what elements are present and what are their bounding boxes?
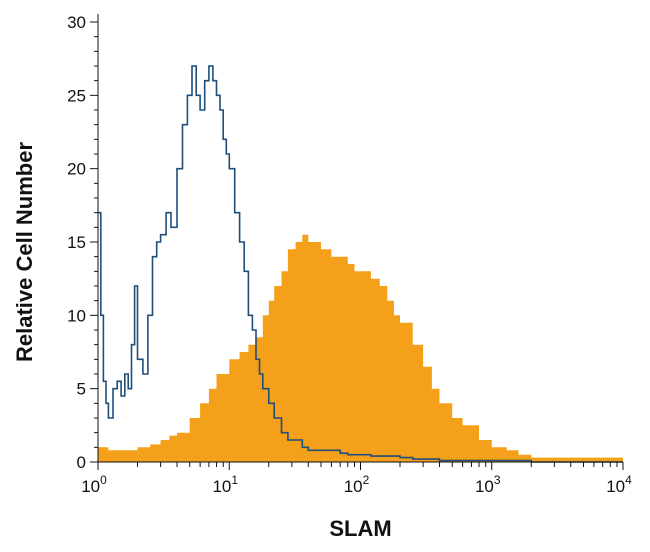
y-axis-ticks: 0 5 10 15 20 25 30 [67,13,98,472]
y-tick-label: 10 [67,306,86,325]
stained-histogram-area [98,234,623,462]
x-tick-label: 104 [606,473,632,496]
x-tick-label: 102 [344,473,370,496]
x-axis-ticks: 100 101 102 103 104 [81,462,632,496]
x-tick-label: 103 [475,473,501,496]
y-tick-label: 25 [67,86,86,105]
y-tick-label: 0 [77,453,86,472]
isotype-histogram-line [98,65,623,463]
x-tick-label: 101 [212,473,238,496]
plot-area [98,65,623,463]
y-tick-label: 30 [67,13,86,32]
x-axis-title: SLAM [329,516,391,541]
x-tick-label: 100 [81,473,107,496]
y-tick-label: 20 [67,160,86,179]
y-tick-label: 5 [77,380,86,399]
y-tick-label: 15 [67,233,86,252]
y-axis-title: Relative Cell Number [12,142,37,363]
